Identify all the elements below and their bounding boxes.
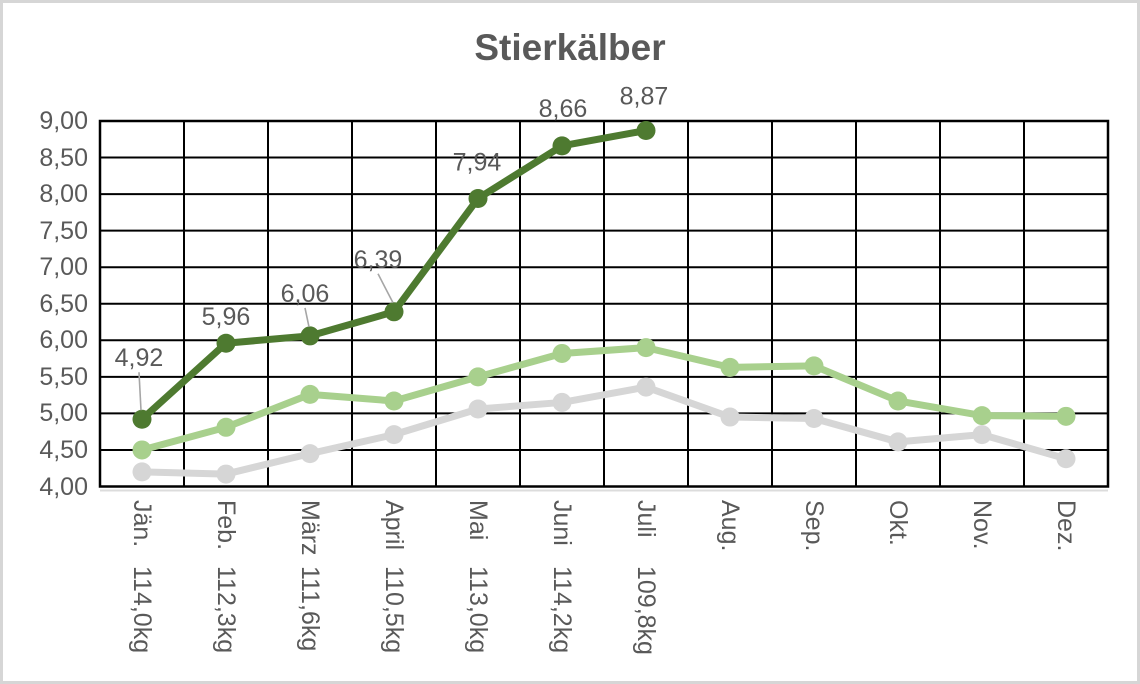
- data-label: 4,92: [115, 344, 164, 372]
- light-green-series-line: [138, 344, 1070, 454]
- gray-series-marker: [300, 444, 320, 464]
- month-label: April: [380, 500, 408, 551]
- x-axis-label: Okt.: [884, 500, 912, 566]
- x-axis-label: Juni 114,2kg: [548, 500, 576, 654]
- data-label: 6,39: [354, 246, 403, 274]
- month-label: Nov.: [968, 500, 996, 550]
- weight-label: 114,2kg: [548, 566, 576, 654]
- light-green-series-marker: [720, 357, 740, 377]
- weight-label: 110,5kg: [380, 566, 408, 654]
- month-label: Sep.: [800, 500, 828, 552]
- x-axis-label: Dez.: [1052, 500, 1080, 566]
- dark-green-series-marker: [216, 333, 236, 353]
- x-axis-label: Jän. 114,0kg: [128, 500, 156, 654]
- light-green-series-marker: [216, 417, 236, 437]
- plot-border: [98, 119, 1110, 488]
- data-label: 8,87: [620, 83, 669, 111]
- weight-label: 112,3kg: [212, 566, 240, 654]
- month-label: Okt.: [884, 500, 912, 546]
- x-axis-label: Mai 113,0kg: [464, 500, 492, 654]
- x-axis-label: Juli 109,8kg: [632, 500, 660, 655]
- month-label: Juli: [632, 500, 660, 538]
- light-green-series-marker: [300, 384, 320, 404]
- y-axis-label: 7,00: [39, 253, 88, 282]
- month-label: März: [296, 500, 324, 556]
- weight-label: 113,0kg: [464, 566, 492, 654]
- data-label: 8,66: [539, 95, 588, 123]
- dark-green-series-marker: [384, 302, 404, 322]
- y-axis-label: 8,00: [39, 180, 88, 209]
- gray-series-marker: [804, 409, 824, 429]
- month-label: Feb.: [212, 500, 240, 551]
- light-green-series-marker: [468, 367, 488, 387]
- gray-series-marker: [216, 464, 236, 484]
- weight-label: 111,6kg: [296, 566, 324, 652]
- data-label: 7,94: [453, 148, 502, 176]
- light-green-series-marker: [552, 343, 572, 363]
- x-axis-label: Sep.: [800, 500, 828, 566]
- month-label: Aug.: [716, 500, 744, 552]
- gray-series-marker: [384, 425, 404, 445]
- dark-green-series-marker: [468, 188, 488, 208]
- month-label: Juni: [548, 500, 576, 546]
- data-label-leader: [377, 273, 394, 304]
- gray-series-marker: [132, 462, 152, 482]
- gray-series-marker: [636, 377, 656, 397]
- y-axis-label: 4,00: [39, 472, 88, 501]
- y-axis-label: 6,50: [39, 289, 88, 318]
- y-axis-label: 5,00: [39, 399, 88, 428]
- data-label-leader: [304, 307, 310, 328]
- y-axis-label: 4,50: [39, 435, 88, 464]
- gray-series-marker: [972, 425, 992, 445]
- y-axis-label: 5,50: [39, 362, 88, 391]
- gray-series-marker: [468, 399, 488, 419]
- dark-green-series-marker: [132, 409, 152, 429]
- data-label: 5,96: [202, 303, 251, 331]
- gray-series-line: [138, 383, 1070, 478]
- weight-label: 114,0kg: [128, 566, 156, 654]
- x-axis-label: Feb. 112,3kg: [212, 500, 240, 654]
- light-green-series-marker: [888, 391, 908, 411]
- light-green-series-marker: [1056, 406, 1076, 426]
- y-axis-label: 9,00: [39, 107, 88, 135]
- x-axis-label: April 110,5kg: [380, 500, 408, 654]
- gray-series-marker: [552, 392, 572, 412]
- light-green-series-marker: [804, 356, 824, 376]
- weight-label: 109,8kg: [632, 566, 660, 655]
- light-green-series-marker: [132, 440, 152, 460]
- dark-green-series-marker: [552, 136, 572, 156]
- gray-series-marker: [1056, 449, 1076, 469]
- gray-series-marker: [888, 432, 908, 452]
- data-label-leader: [138, 372, 142, 411]
- light-green-series-marker: [972, 406, 992, 426]
- plot-area: 4,92 5,96 6,06 6,39 7,94 8,66 8,87: [98, 83, 1110, 492]
- y-axis-label: 8,50: [39, 143, 88, 172]
- dark-green-series-marker: [300, 326, 320, 346]
- month-label: Mai: [464, 500, 492, 541]
- light-green-series-marker: [384, 391, 404, 411]
- month-label: Dez.: [1052, 500, 1080, 552]
- y-axis-label: 7,50: [39, 216, 88, 245]
- dark-green-series-marker: [636, 121, 656, 141]
- month-label: Jän.: [128, 500, 156, 548]
- chart-title: Stierkälber: [474, 27, 666, 68]
- data-label: 6,06: [281, 280, 330, 308]
- y-axis-label: 6,00: [39, 326, 88, 355]
- x-axis-label: Aug.: [716, 500, 744, 566]
- x-axis-label: März 111,6kg: [296, 500, 324, 652]
- light-green-series-marker: [636, 338, 656, 358]
- gray-series-marker: [720, 407, 740, 427]
- x-axis-label: Nov.: [968, 500, 996, 566]
